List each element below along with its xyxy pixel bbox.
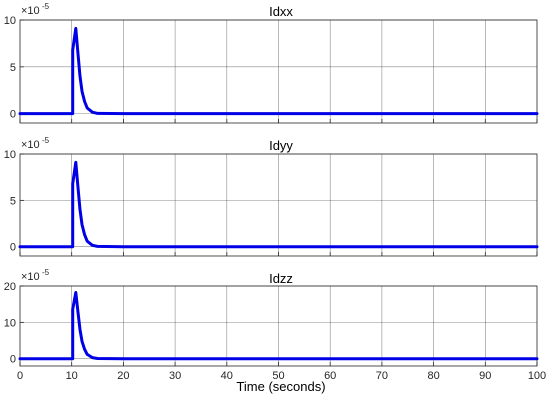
y-exponent-label: ×10 [21,139,40,151]
series-line [18,26,539,116]
y-tick-label: 5 [10,195,16,207]
x-tick-label: 30 [169,370,181,382]
x-tick-label: 70 [376,370,388,382]
subplot-title: Idyy [269,138,293,153]
x-tick-label: 0 [17,370,23,382]
y-tick-label: 0 [10,109,16,121]
x-tick-label: 10 [66,370,78,382]
x-tick-label: 40 [221,370,233,382]
x-axis-label: Time (seconds) [236,379,325,394]
series-line [18,160,539,249]
y-exponent-power: -5 [42,136,50,145]
subplot-idyy: Idyy 0 5 10 ×10 -5 [4,136,539,257]
y-tick-label: 0 [10,242,16,254]
y-tick-label: 10 [4,317,16,329]
series-line [18,291,539,361]
y-exponent-label: ×10 [21,5,40,17]
subplot-title: Idxx [269,4,293,19]
subplot-idzz: Idzz 0 10 20 30 40 50 60 70 80 90 100 0 10 20 ×10 -5 [4,268,546,382]
y-exponent-power: -5 [42,268,50,277]
y-tick-label: 5 [10,62,16,74]
y-tick-label: 10 [4,15,16,27]
y-tick-label: 10 [4,149,16,161]
y-exponent-power: -5 [42,2,50,11]
x-tick-label: 20 [117,370,129,382]
subplot-idxx: Idxx 0 5 10 ×10 -5 [4,2,539,124]
y-exponent-label: ×10 [21,271,40,283]
x-tick-label: 60 [324,370,336,382]
x-tick-label: 80 [427,370,439,382]
x-tick-label: 100 [528,370,546,382]
x-tick-label: 90 [479,370,491,382]
y-tick-label: 0 [10,354,16,366]
y-tick-label: 20 [4,281,16,293]
x-tick-label: 50 [272,370,284,382]
subplot-title: Idzz [269,271,293,286]
